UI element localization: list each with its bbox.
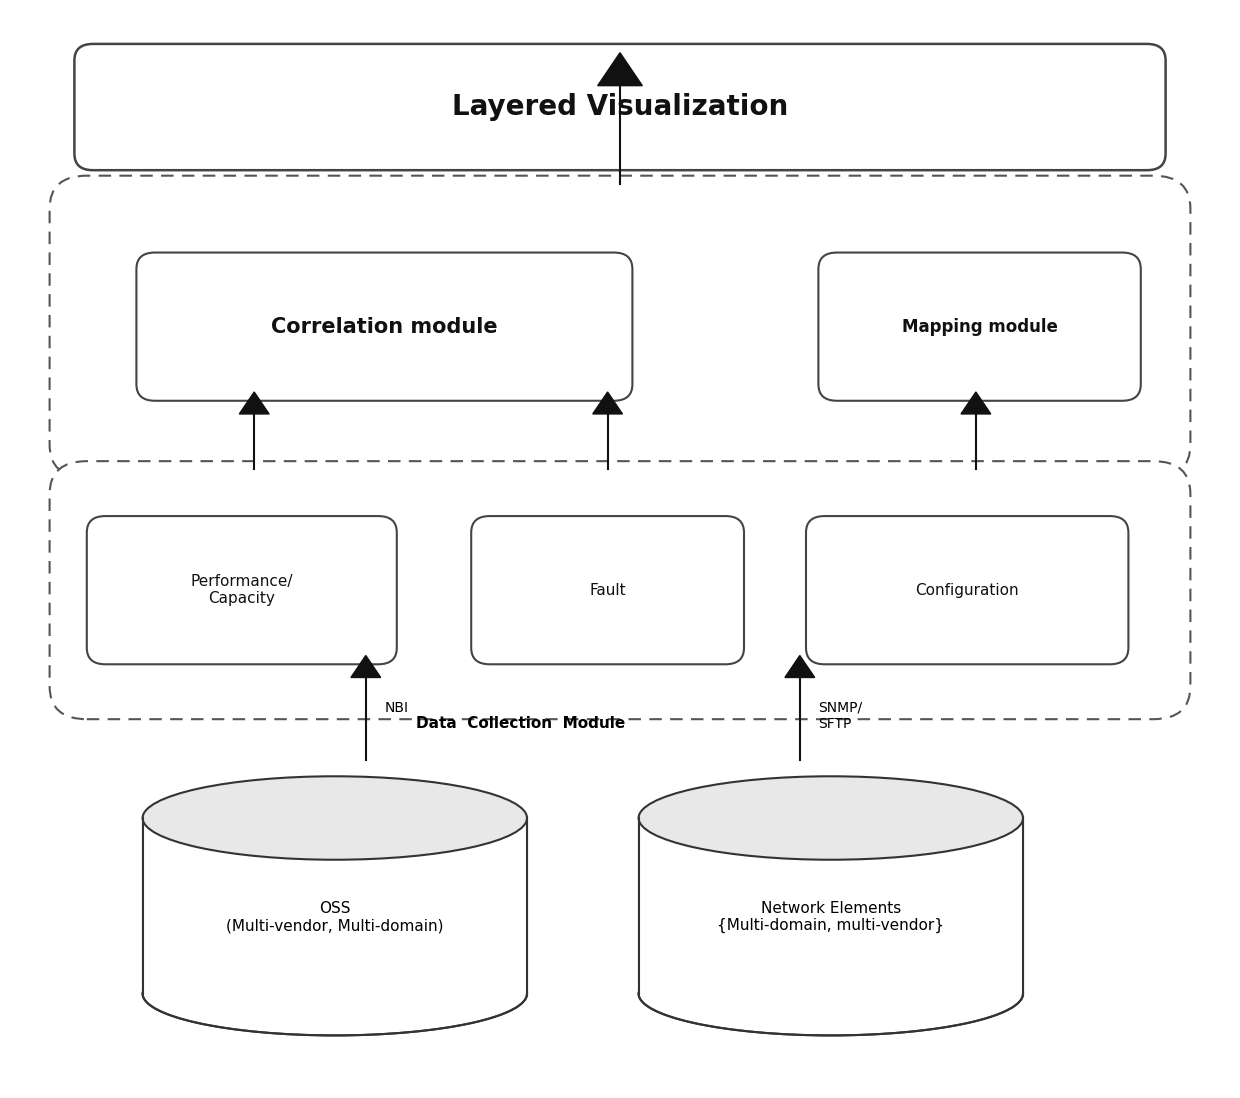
FancyBboxPatch shape bbox=[50, 461, 1190, 719]
FancyBboxPatch shape bbox=[818, 253, 1141, 401]
FancyBboxPatch shape bbox=[136, 253, 632, 401]
Text: Fault: Fault bbox=[589, 583, 626, 597]
Ellipse shape bbox=[639, 952, 1023, 1035]
Polygon shape bbox=[598, 53, 642, 86]
Text: Mapping module: Mapping module bbox=[901, 317, 1058, 336]
Polygon shape bbox=[639, 818, 1023, 994]
Polygon shape bbox=[961, 392, 991, 414]
Text: OSS
(Multi-vendor, Multi-domain): OSS (Multi-vendor, Multi-domain) bbox=[226, 900, 444, 933]
Text: Configuration: Configuration bbox=[915, 583, 1019, 597]
FancyBboxPatch shape bbox=[50, 176, 1190, 478]
Ellipse shape bbox=[143, 776, 527, 860]
Polygon shape bbox=[143, 818, 527, 994]
Text: Data  Collection  Module: Data Collection Module bbox=[417, 716, 625, 731]
Text: Performance/
Capacity: Performance/ Capacity bbox=[191, 574, 293, 606]
Text: Network Elements
{Multi-domain, multi-vendor}: Network Elements {Multi-domain, multi-ve… bbox=[717, 900, 945, 933]
Text: SNMP/
SFTP: SNMP/ SFTP bbox=[818, 701, 863, 731]
Text: Correlation module: Correlation module bbox=[272, 316, 497, 337]
Polygon shape bbox=[593, 392, 622, 414]
Polygon shape bbox=[785, 656, 815, 677]
Text: Layered Visualization: Layered Visualization bbox=[451, 93, 789, 121]
FancyBboxPatch shape bbox=[74, 44, 1166, 170]
FancyBboxPatch shape bbox=[806, 516, 1128, 664]
Ellipse shape bbox=[143, 952, 527, 1035]
Polygon shape bbox=[351, 656, 381, 677]
Polygon shape bbox=[239, 392, 269, 414]
FancyBboxPatch shape bbox=[87, 516, 397, 664]
Text: NBI: NBI bbox=[384, 702, 408, 715]
FancyBboxPatch shape bbox=[471, 516, 744, 664]
Ellipse shape bbox=[639, 776, 1023, 860]
